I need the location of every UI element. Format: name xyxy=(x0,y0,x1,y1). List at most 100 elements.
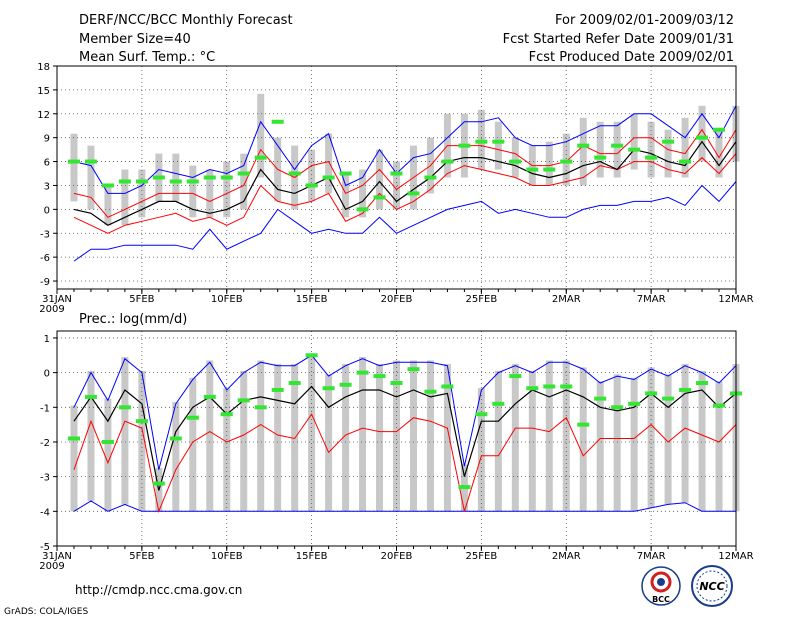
observed-mark xyxy=(254,155,267,160)
observed-mark xyxy=(645,155,658,160)
observed-mark xyxy=(322,386,335,391)
bcc-logo-text: BCC xyxy=(652,595,670,604)
ensemble-box xyxy=(308,353,316,512)
ensemble-box xyxy=(342,173,350,218)
ensemble-box xyxy=(715,381,723,512)
observed-mark xyxy=(203,175,216,180)
source-url[interactable]: http://cmdp.ncc.cma.gov.cn xyxy=(75,583,242,597)
ensemble-box xyxy=(257,93,265,178)
observed-mark xyxy=(696,135,709,140)
observed-mark xyxy=(339,382,352,387)
observed-mark xyxy=(135,179,148,184)
observed-mark xyxy=(67,436,80,441)
ensemble-box xyxy=(189,165,197,218)
observed-mark xyxy=(475,412,488,417)
observed-mark xyxy=(645,391,658,396)
observed-mark xyxy=(509,159,522,164)
ensemble-box xyxy=(257,360,265,512)
ensemble-box xyxy=(308,149,316,202)
ncc-logo-wreath xyxy=(696,570,728,602)
ensemble-box xyxy=(189,377,197,512)
observed-mark xyxy=(237,171,250,176)
ensemble-box xyxy=(359,169,367,218)
observed-mark xyxy=(356,207,369,212)
observed-mark xyxy=(594,155,607,160)
observed-mark xyxy=(458,485,471,490)
observed-mark xyxy=(254,405,267,410)
observed-mark xyxy=(526,167,539,172)
ensemble-box xyxy=(359,357,367,512)
bcc-logo-core xyxy=(657,578,665,586)
observed-mark xyxy=(526,386,539,391)
observed-mark xyxy=(186,179,199,184)
x-tick-label: 12MAR xyxy=(718,551,753,562)
y-tick-label: 18 xyxy=(37,62,50,73)
ensemble-box xyxy=(664,374,672,505)
ensemble-box xyxy=(681,363,689,503)
observed-mark xyxy=(237,398,250,403)
observed-mark xyxy=(390,171,403,176)
observed-mark xyxy=(679,387,692,392)
ensemble-box xyxy=(70,405,78,512)
ensemble-box xyxy=(172,402,180,512)
precip-panel: -5 -4 -3 -2 -1 0 1 31JAN 5FEB 10FEB 15FEB 20FEB 25FE… xyxy=(39,330,754,572)
ensemble-box xyxy=(206,360,214,512)
observed-mark xyxy=(271,387,284,392)
series-line-min xyxy=(73,500,736,512)
ensemble-box xyxy=(70,133,78,202)
observed-mark xyxy=(577,422,590,427)
ensemble-box xyxy=(579,367,587,512)
x-tick-label: 5FEB xyxy=(129,294,154,305)
header-right-line-3: Fcst Produced Date 2009/02/01 xyxy=(529,50,734,65)
y-tick-label: -3 xyxy=(40,229,50,240)
observed-mark xyxy=(441,159,454,164)
ncc-logo-text: NCC xyxy=(699,580,724,593)
observed-mark xyxy=(458,143,471,148)
ensemble-box xyxy=(409,360,417,512)
ensemble-box xyxy=(121,357,129,505)
y-tick-label: -1 xyxy=(40,403,50,414)
observed-mark xyxy=(288,381,301,386)
observed-mark xyxy=(543,384,556,389)
y-tick-label: -4 xyxy=(40,507,50,518)
precip-panel-title: Prec.: log(mm/d) xyxy=(79,312,187,327)
ensemble-box xyxy=(511,363,519,512)
observed-mark xyxy=(152,481,165,486)
observed-mark xyxy=(424,175,437,180)
observed-mark xyxy=(543,167,556,172)
ensemble-box xyxy=(376,149,384,210)
x-tick-label: 5FEB xyxy=(129,551,154,562)
ensemble-box xyxy=(138,370,146,512)
ensemble-box xyxy=(223,388,231,512)
series-line-plus-sigma xyxy=(73,128,737,218)
y-tick-label: -6 xyxy=(40,253,50,264)
observed-mark xyxy=(611,143,624,148)
x-tick-label: 31JAN xyxy=(42,294,72,305)
observed-mark xyxy=(152,175,165,180)
observed-mark xyxy=(373,374,386,379)
y-tick-label: -3 xyxy=(40,473,50,484)
x-tick-label: 2MAR xyxy=(552,294,581,305)
series-line-max xyxy=(73,354,737,470)
observed-mark xyxy=(594,396,607,401)
observed-mark xyxy=(118,179,131,184)
ensemble-box xyxy=(342,363,350,512)
observed-mark xyxy=(186,415,199,420)
ensemble-box xyxy=(240,153,248,210)
grads-credit: GrADS: COLA/IGES xyxy=(4,607,88,617)
y-tick-label: 0 xyxy=(44,369,50,380)
x-tick-label: 25FEB xyxy=(466,294,498,305)
observed-mark xyxy=(101,439,114,444)
ensemble-box xyxy=(613,374,621,512)
ensemble-box xyxy=(376,363,384,512)
series-line-minus-sigma xyxy=(73,153,737,234)
observed-mark xyxy=(356,370,369,375)
x-year-label: 2009 xyxy=(39,561,64,572)
ensemble-box xyxy=(698,105,706,162)
ensemble-box xyxy=(596,121,604,178)
observed-mark xyxy=(679,159,692,164)
observed-mark xyxy=(220,175,233,180)
ensemble-box xyxy=(647,121,655,178)
ensemble-box xyxy=(715,129,723,178)
x-year-label: 2009 xyxy=(39,304,64,315)
